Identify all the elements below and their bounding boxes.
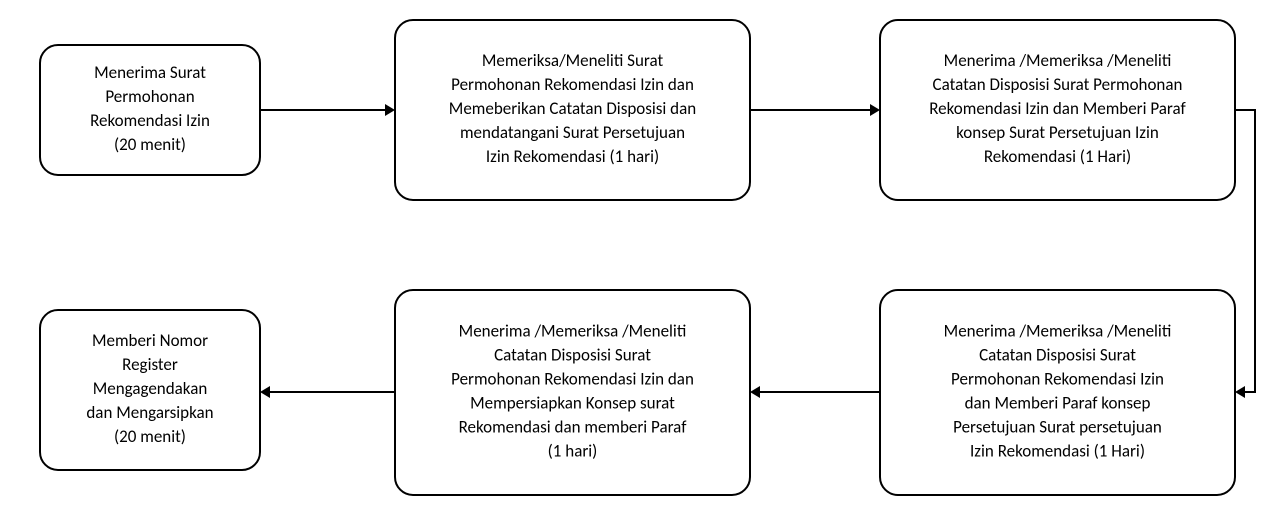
flow-node-label: Register [122, 354, 178, 375]
flow-node-label: Menerima /Memeriksa /Meneliti [944, 50, 1172, 71]
flow-node-label: (20 menit) [114, 134, 186, 155]
flow-node-label: mendatangani Surat Persetujuan [460, 122, 685, 143]
flow-node-label: Izin Rekomendasi (1 hari) [486, 146, 659, 167]
flow-node-label: Menerima /Memeriksa /Meneliti [944, 321, 1172, 342]
flow-node-label: Menerima Surat [94, 62, 206, 83]
flow-node-label: konsep Surat Persetujuan Izin [956, 122, 1159, 143]
flow-node-n4: Menerima /Memeriksa /Meneliti Catatan Dis… [880, 290, 1235, 495]
flow-node-label: Izin Rekomendasi (1 Hari) [970, 441, 1145, 462]
flow-node-label: Permohonan Rekomendasi Izin [951, 369, 1164, 390]
flow-node-label: Memeberikan Catatan Disposisi dan [449, 98, 696, 119]
flow-node-n5: Menerima /Memeriksa /Meneliti Catatan Dis… [395, 290, 750, 495]
flow-node-label: Persetujuan Surat persetujuan [953, 417, 1162, 438]
flow-node-label: Rekomendasi Izin dan Memberi Paraf [929, 98, 1186, 119]
flow-node-label: Memberi Nomor [92, 330, 208, 351]
flow-node-label: dan Mengarsipkan [86, 402, 213, 423]
flow-node-label: Mempersiapkan Konsep surat [470, 393, 675, 414]
flow-node-label: Rekomendasi dan memberi Paraf [459, 417, 688, 438]
flow-node-label: Catatan Disposisi Surat [494, 345, 651, 366]
flow-node-label: Permohonan Rekomendasi Izin dan [451, 369, 694, 390]
flow-node-label: Memeriksa/Meneliti Surat [482, 50, 664, 71]
flowchart-canvas: Menerima Surat Permohonan Rekomendasi Izin… [0, 0, 1274, 520]
flow-node-label: Catatan Disposisi Surat [979, 345, 1136, 366]
flow-node-n1: Menerima Surat Permohonan Rekomendasi Izin… [40, 45, 260, 175]
flow-node-label: Rekomendasi (1 Hari) [984, 146, 1131, 167]
flow-node-label: Permohonan [105, 86, 194, 107]
flow-node-label: Menerima /Memeriksa /Meneliti [459, 321, 687, 342]
flow-node-n6: Memberi Nomor Register Mengagendakan dan Me… [40, 310, 260, 470]
flow-node-label: Mengagendakan [93, 378, 208, 399]
flow-node-n2: Memeriksa/Meneliti Surat Permohonan Rekom… [395, 20, 750, 200]
flow-node-label: dan Memberi Paraf konsep [965, 393, 1151, 414]
flow-node-n3: Menerima /Memeriksa /Meneliti Catatan Dis… [880, 20, 1235, 200]
flow-node-label: Permohonan Rekomendasi Izin dan [451, 74, 694, 95]
flow-node-label: (20 menit) [114, 426, 186, 447]
flow-node-label: Rekomendasi Izin [90, 110, 210, 131]
flow-node-label: Catatan Disposisi Surat Permohonan [933, 74, 1183, 95]
flow-node-label: (1 hari) [548, 441, 598, 462]
